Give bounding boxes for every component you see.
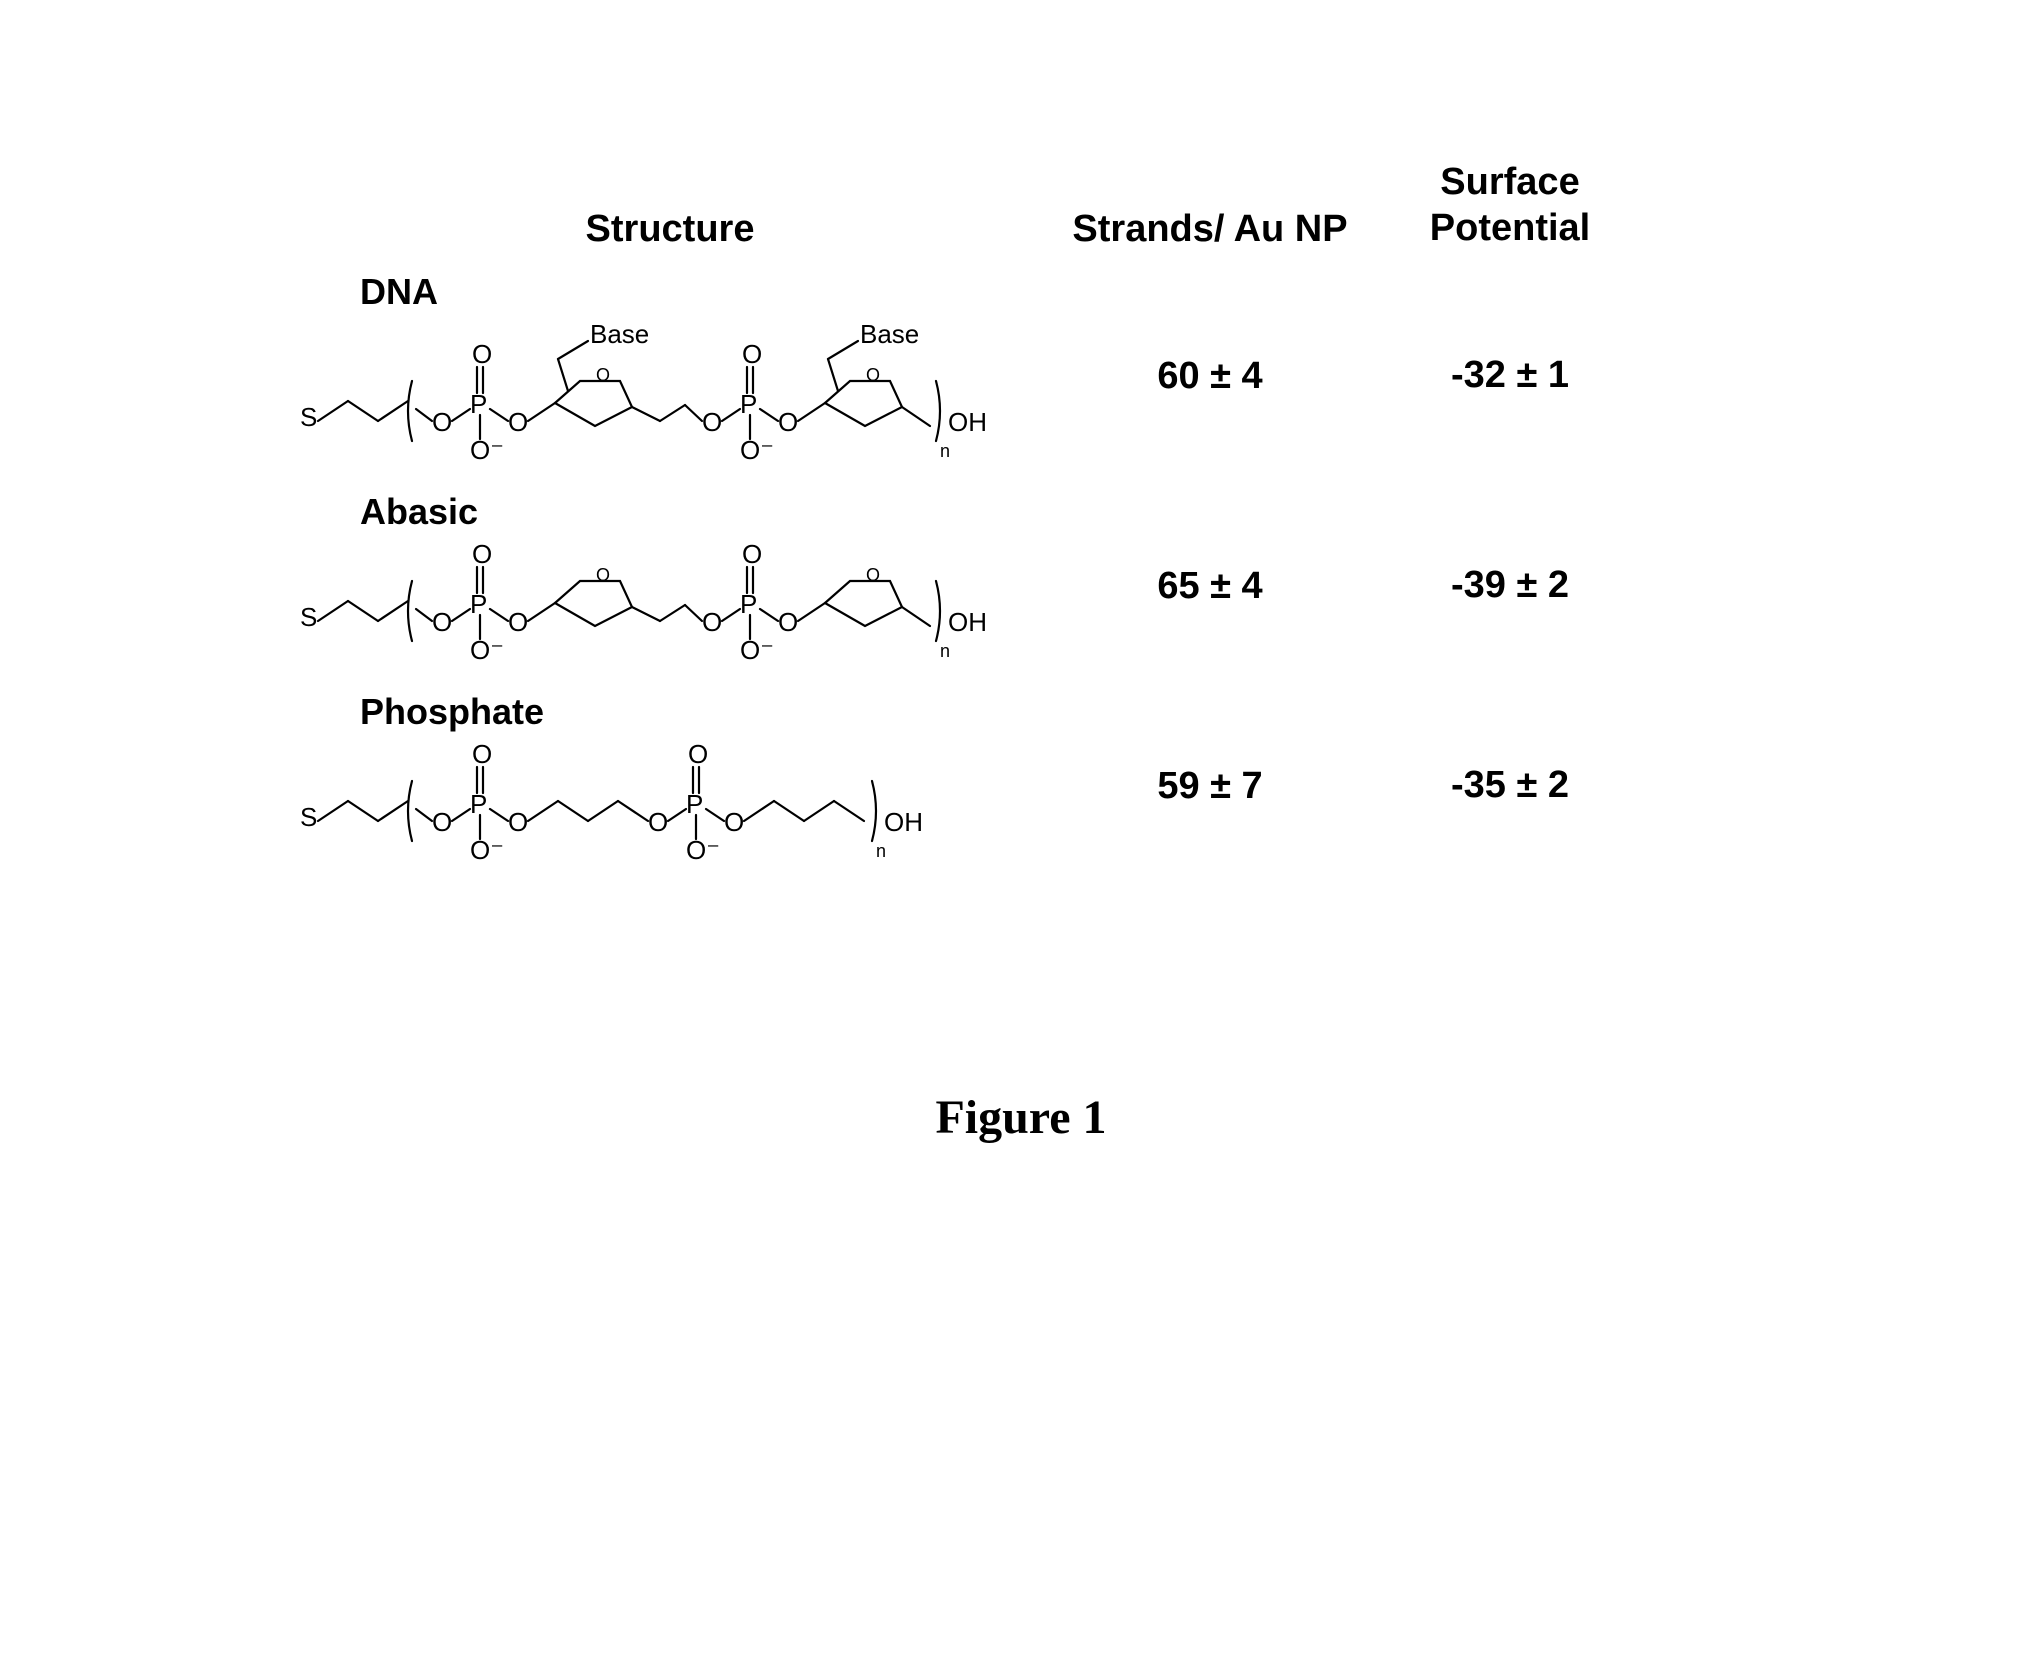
- atom-ominus: O⁻: [470, 435, 504, 465]
- row-label: Phosphate: [360, 691, 544, 733]
- atom-o: O: [508, 407, 528, 437]
- atom-o-ring: O: [596, 565, 610, 585]
- repeat-n: n: [940, 441, 950, 461]
- atom-p: P: [470, 589, 487, 619]
- atom-ominus: O⁻: [470, 835, 504, 865]
- atom-o: O: [702, 607, 722, 637]
- header-potential-line1: Surface: [1380, 160, 1640, 206]
- potential-value: -39 ± 2: [1380, 563, 1640, 609]
- table-row: Abasic S O P O O⁻: [300, 501, 1820, 671]
- atom-o: O: [778, 607, 798, 637]
- strands-value: 59 ± 7: [1040, 765, 1380, 808]
- atom-p: P: [740, 589, 757, 619]
- atom-p: P: [470, 389, 487, 419]
- potential-value: -32 ± 1: [1380, 353, 1640, 399]
- atom-p: P: [686, 789, 703, 819]
- atom-s: S: [300, 602, 317, 632]
- atom-p: P: [740, 389, 757, 419]
- structure-phosphate: Phosphate S O P O O⁻: [300, 701, 1040, 871]
- table-row: DNA S O P: [300, 281, 1820, 471]
- header-strands: Strands/ Au NP: [1040, 208, 1380, 251]
- atom-o: O: [508, 607, 528, 637]
- atom-o: O: [688, 739, 708, 769]
- figure-table: Structure Strands/ Au NP Surface Potenti…: [300, 160, 1820, 901]
- structure-abasic: Abasic S O P O O⁻: [300, 501, 1040, 671]
- atom-ominus: O⁻: [740, 435, 774, 465]
- atom-o-ring: O: [596, 365, 610, 385]
- repeat-n: n: [940, 641, 950, 661]
- base-label: Base: [590, 319, 649, 349]
- atom-o: O: [778, 407, 798, 437]
- strands-value: 60 ± 4: [1040, 355, 1380, 398]
- atom-o-ring: O: [866, 565, 880, 585]
- header-potential: Surface Potential: [1380, 160, 1640, 251]
- structure-dna: DNA S O P: [300, 281, 1040, 471]
- atom-o: O: [742, 539, 762, 569]
- atom-o-ring: O: [866, 365, 880, 385]
- base-label: Base: [860, 319, 919, 349]
- header-potential-line2: Potential: [1380, 206, 1640, 252]
- atom-o: O: [472, 739, 492, 769]
- atom-oh: OH: [948, 407, 987, 437]
- atom-o: O: [432, 607, 452, 637]
- table-row: Phosphate S O P O O⁻: [300, 701, 1820, 871]
- header-structure: Structure: [300, 208, 1040, 251]
- figure-caption: Figure 1: [0, 1090, 2042, 1145]
- atom-s: S: [300, 802, 317, 832]
- atom-o: O: [724, 807, 744, 837]
- atom-o: O: [472, 339, 492, 369]
- repeat-n: n: [876, 841, 886, 861]
- atom-p: P: [470, 789, 487, 819]
- row-label: Abasic: [360, 491, 478, 533]
- header-row: Structure Strands/ Au NP Surface Potenti…: [300, 160, 1820, 251]
- potential-value: -35 ± 2: [1380, 763, 1640, 809]
- strands-value: 65 ± 4: [1040, 565, 1380, 608]
- atom-o: O: [702, 407, 722, 437]
- atom-o: O: [742, 339, 762, 369]
- atom-ominus: O⁻: [470, 635, 504, 665]
- atom-ominus: O⁻: [740, 635, 774, 665]
- row-label: DNA: [360, 271, 438, 313]
- atom-oh: OH: [884, 807, 923, 837]
- atom-o: O: [472, 539, 492, 569]
- atom-o: O: [648, 807, 668, 837]
- atom-o: O: [508, 807, 528, 837]
- atom-ominus: O⁻: [686, 835, 720, 865]
- atom-oh: OH: [948, 607, 987, 637]
- atom-s: S: [300, 402, 317, 432]
- atom-o: O: [432, 807, 452, 837]
- atom-o: O: [432, 407, 452, 437]
